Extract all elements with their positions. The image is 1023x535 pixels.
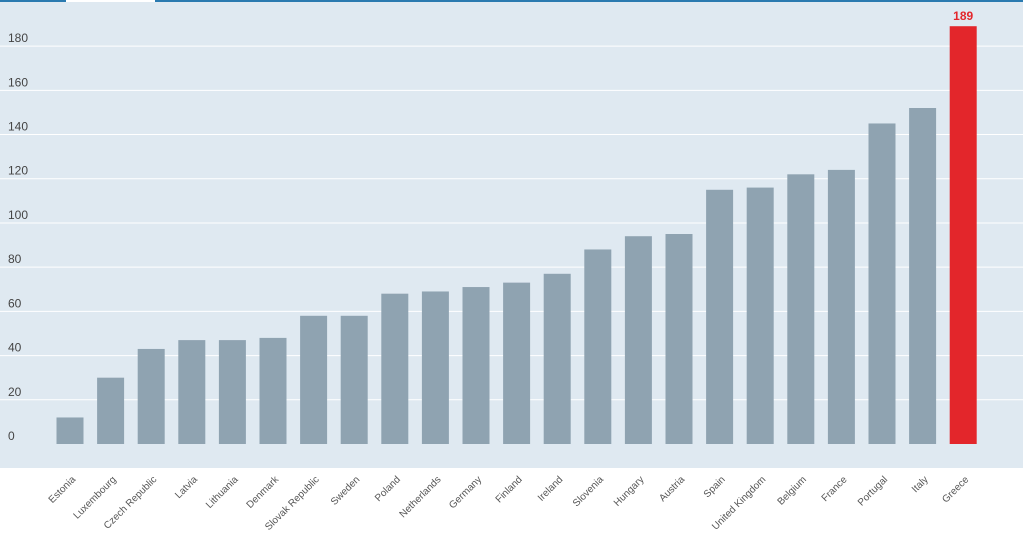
bar-poland bbox=[381, 293, 409, 444]
x-label-poland: Poland bbox=[373, 474, 403, 504]
bar-united-kingdom bbox=[746, 187, 774, 444]
x-label-denmark: Denmark bbox=[245, 474, 282, 511]
y-tick-label-120: 120 bbox=[8, 164, 28, 178]
bar-austria bbox=[665, 234, 693, 444]
x-label-belgium: Belgium bbox=[776, 474, 809, 507]
bar-sweden bbox=[340, 315, 368, 444]
x-label-germany: Germany bbox=[447, 474, 484, 511]
y-tick-label-80: 80 bbox=[8, 252, 22, 266]
x-label-lithuania: Lithuania bbox=[204, 474, 241, 511]
y-tick-label-100: 100 bbox=[8, 208, 28, 222]
bar-hungary bbox=[624, 236, 652, 444]
x-label-ireland: Ireland bbox=[536, 474, 565, 503]
bar-denmark bbox=[259, 337, 287, 444]
x-label-italy: Italy bbox=[910, 474, 931, 495]
y-tick-label-40: 40 bbox=[8, 341, 22, 355]
bar-luxembourg bbox=[97, 377, 125, 444]
y-tick-label-140: 140 bbox=[8, 120, 28, 134]
x-label-estonia: Estonia bbox=[47, 474, 79, 506]
y-tick-label-160: 160 bbox=[8, 75, 28, 89]
bar-germany bbox=[462, 287, 490, 444]
bar-estonia bbox=[56, 417, 84, 444]
bar-slovenia bbox=[584, 249, 612, 444]
x-label-greece: Greece bbox=[940, 474, 971, 505]
x-label-austria: Austria bbox=[657, 474, 687, 504]
x-label-hungary: Hungary bbox=[612, 474, 647, 509]
bar-czech-republic bbox=[137, 348, 165, 444]
data-label-22: 189 bbox=[953, 9, 973, 23]
y-tick-label-20: 20 bbox=[8, 385, 22, 399]
bar-france bbox=[827, 169, 855, 445]
y-tick-label-0: 0 bbox=[8, 429, 15, 443]
x-label-slovenia: Slovenia bbox=[571, 474, 606, 509]
data-labels: 189 bbox=[953, 9, 973, 23]
bar-finland bbox=[503, 282, 531, 444]
bar-netherlands bbox=[421, 291, 449, 444]
bar-spain bbox=[706, 189, 734, 444]
bar-slovak-republic bbox=[300, 315, 328, 444]
y-tick-label-180: 180 bbox=[8, 31, 28, 45]
x-label-latvia: Latvia bbox=[173, 474, 200, 501]
bar-latvia bbox=[178, 340, 206, 444]
bar-greece bbox=[949, 26, 977, 445]
bar-portugal bbox=[868, 123, 896, 444]
bar-ireland bbox=[543, 273, 571, 444]
x-label-portugal: Portugal bbox=[856, 474, 890, 508]
bar-italy bbox=[909, 108, 937, 444]
y-tick-label-60: 60 bbox=[8, 296, 22, 310]
x-label-netherlands: Netherlands bbox=[398, 474, 444, 520]
bar-lithuania bbox=[218, 340, 246, 444]
x-label-finland: Finland bbox=[494, 474, 525, 505]
x-label-sweden: Sweden bbox=[329, 474, 362, 507]
bars bbox=[56, 26, 977, 445]
x-label-spain: Spain bbox=[702, 474, 728, 500]
y-axis-ticks: 0 20 40 60 80 100 120 140 160 180 bbox=[8, 31, 28, 443]
bar-belgium bbox=[787, 174, 815, 444]
x-label-france: France bbox=[820, 474, 850, 504]
